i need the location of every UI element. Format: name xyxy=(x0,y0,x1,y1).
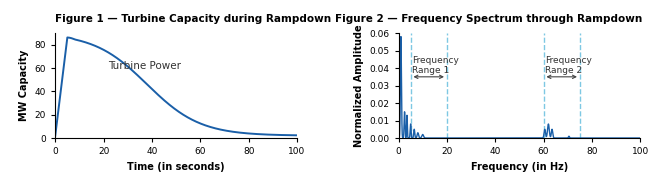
Y-axis label: Normalized Amplitude: Normalized Amplitude xyxy=(354,24,364,147)
Text: Frequency
Range 2: Frequency Range 2 xyxy=(545,56,592,75)
Text: Turbine Power: Turbine Power xyxy=(109,61,181,71)
Text: Figure 2 — Frequency Spectrum through Rampdown: Figure 2 — Frequency Spectrum through Ra… xyxy=(335,14,642,24)
Text: Frequency
Range 1: Frequency Range 1 xyxy=(412,56,459,75)
Text: Figure 1 — Turbine Capacity during Rampdown: Figure 1 — Turbine Capacity during Rampd… xyxy=(55,14,332,24)
X-axis label: Frequency (in Hz): Frequency (in Hz) xyxy=(471,162,568,172)
Y-axis label: MW Capacity: MW Capacity xyxy=(19,50,29,121)
X-axis label: Time (in seconds): Time (in seconds) xyxy=(127,162,225,172)
